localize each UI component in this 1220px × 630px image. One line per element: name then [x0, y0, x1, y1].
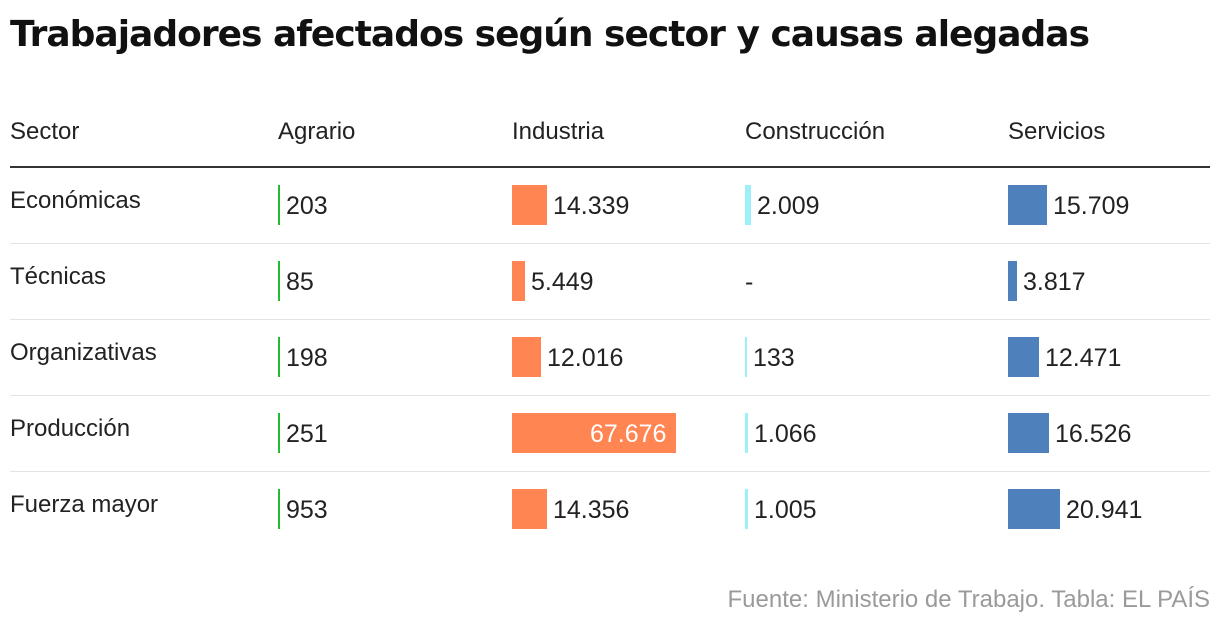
value-label: 2.009: [757, 192, 820, 220]
bar-servicios: [1008, 185, 1047, 225]
table-row: Técnicas 85 5.449 - 3.817: [10, 243, 1210, 320]
bar-industria: [512, 185, 547, 225]
value-label: 16.526: [1055, 420, 1132, 448]
table-row: Organizativas 198 12.016 133 12.471: [10, 319, 1210, 396]
source-note: Fuente: Ministerio de Trabajo. Tabla: EL…: [727, 586, 1210, 613]
bar-servicios: [1008, 337, 1039, 377]
chart-title: Trabajadores afectados según sector y ca…: [10, 14, 1090, 55]
value-label: 14.339: [553, 192, 630, 220]
value-label: 251: [286, 420, 328, 448]
bar-industria: [512, 489, 547, 529]
bar-industria: [512, 261, 525, 301]
value-label: -: [745, 268, 754, 296]
value-label: 12.471: [1045, 344, 1122, 372]
bar-agrario: [278, 337, 280, 377]
bar-agrario: [278, 185, 280, 225]
value-label: 85: [286, 268, 314, 296]
header-industria: Industria: [512, 118, 605, 145]
table-header: Sector Agrario Industria Construcción Se…: [10, 112, 1210, 168]
header-servicios: Servicios: [1008, 118, 1106, 145]
bar-construccion: [745, 489, 748, 529]
table-row: Fuerza mayor 953 14.356 1.005 20.941: [10, 471, 1210, 547]
bar-agrario: [278, 261, 280, 301]
bar-construccion: [745, 413, 748, 453]
header-sector: Sector: [10, 118, 80, 145]
header-construccion: Construcción: [745, 118, 886, 145]
bar-agrario: [278, 489, 280, 529]
bar-industria: [512, 337, 541, 377]
row-label-economicas: Económicas: [10, 187, 141, 214]
table-row: Producción 251 67.676 1.066 16.526: [10, 395, 1210, 472]
row-label-fuerza-mayor: Fuerza mayor: [10, 491, 159, 518]
row-label-tecnicas: Técnicas: [10, 263, 107, 290]
value-label: 953: [286, 496, 328, 524]
bar-industria: [512, 413, 676, 453]
value-label: 14.356: [553, 496, 630, 524]
value-label: 5.449: [531, 268, 594, 296]
value-label: 12.016: [547, 344, 624, 372]
value-label: 1.005: [754, 496, 817, 524]
value-label: 198: [286, 344, 328, 372]
bar-agrario: [278, 413, 280, 453]
value-label: 1.066: [754, 420, 817, 448]
row-label-organizativas: Organizativas: [10, 339, 157, 366]
value-label: 203: [286, 192, 328, 220]
value-label: 67.676: [590, 420, 667, 448]
value-label: 15.709: [1053, 192, 1130, 220]
bar-construccion: [745, 185, 751, 225]
cell-industria: 67.676: [512, 413, 676, 453]
bar-servicios: [1008, 413, 1049, 453]
bar-construccion: [745, 337, 747, 377]
row-label-produccion: Producción: [10, 415, 131, 442]
value-label: 133: [753, 344, 795, 372]
value-label: 20.941: [1066, 496, 1143, 524]
table-row: Económicas 203 14.339 2.009 15.709: [10, 167, 1210, 244]
header-agrario: Agrario: [278, 118, 356, 145]
bar-servicios: [1008, 489, 1060, 529]
value-label: 3.817: [1023, 268, 1086, 296]
bar-servicios: [1008, 261, 1017, 301]
